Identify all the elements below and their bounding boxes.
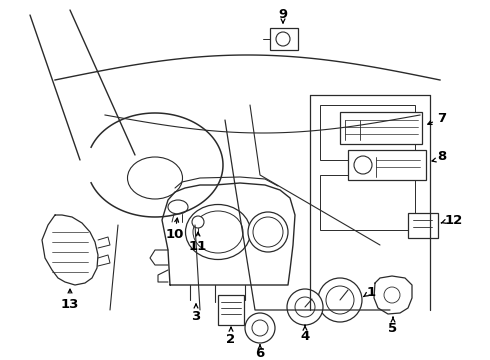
Circle shape [287,289,323,325]
Ellipse shape [168,200,188,214]
Bar [408,213,438,238]
Ellipse shape [127,157,182,199]
Text: 12: 12 [445,213,463,226]
Ellipse shape [186,204,250,260]
Bar [348,150,426,180]
Ellipse shape [193,211,243,253]
Circle shape [326,286,354,314]
Ellipse shape [248,212,288,252]
Text: 8: 8 [437,150,446,163]
Bar [218,295,244,325]
Circle shape [384,287,400,303]
Circle shape [192,216,204,228]
Text: 2: 2 [226,333,236,346]
Circle shape [252,320,268,336]
Bar [340,112,422,144]
Circle shape [354,156,372,174]
Text: 10: 10 [166,228,184,241]
Circle shape [318,278,362,322]
Ellipse shape [253,217,283,247]
Circle shape [276,32,290,46]
Text: 6: 6 [255,347,265,360]
Text: 3: 3 [192,310,200,323]
Bar [320,105,415,160]
Circle shape [295,297,315,317]
Text: 11: 11 [189,240,207,253]
Text: 5: 5 [389,322,397,335]
Text: 13: 13 [61,298,79,311]
Bar [320,175,415,230]
Text: 9: 9 [278,8,288,21]
Circle shape [245,313,275,343]
Bar [270,28,298,50]
Text: 7: 7 [437,112,446,125]
Text: 4: 4 [300,330,310,343]
Text: 1: 1 [367,287,376,300]
